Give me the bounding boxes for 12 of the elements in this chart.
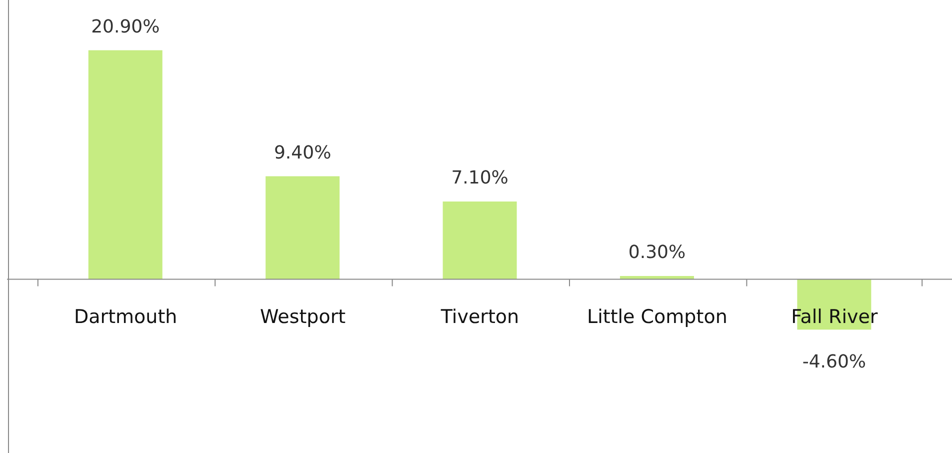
bar <box>266 176 340 280</box>
data-label: -4.60% <box>802 352 866 373</box>
data-label: 0.30% <box>628 242 686 263</box>
bar <box>442 201 517 280</box>
data-label: 20.90% <box>91 16 160 38</box>
data-label: 7.10% <box>451 167 508 188</box>
x-tick-label: Westport <box>260 306 346 328</box>
x-tick-label: Little Compton <box>587 306 728 328</box>
bar <box>88 50 162 280</box>
x-tick-label: Tiverton <box>440 306 520 328</box>
data-label: 9.40% <box>274 142 332 164</box>
x-tick-label: Dartmouth <box>74 306 178 328</box>
